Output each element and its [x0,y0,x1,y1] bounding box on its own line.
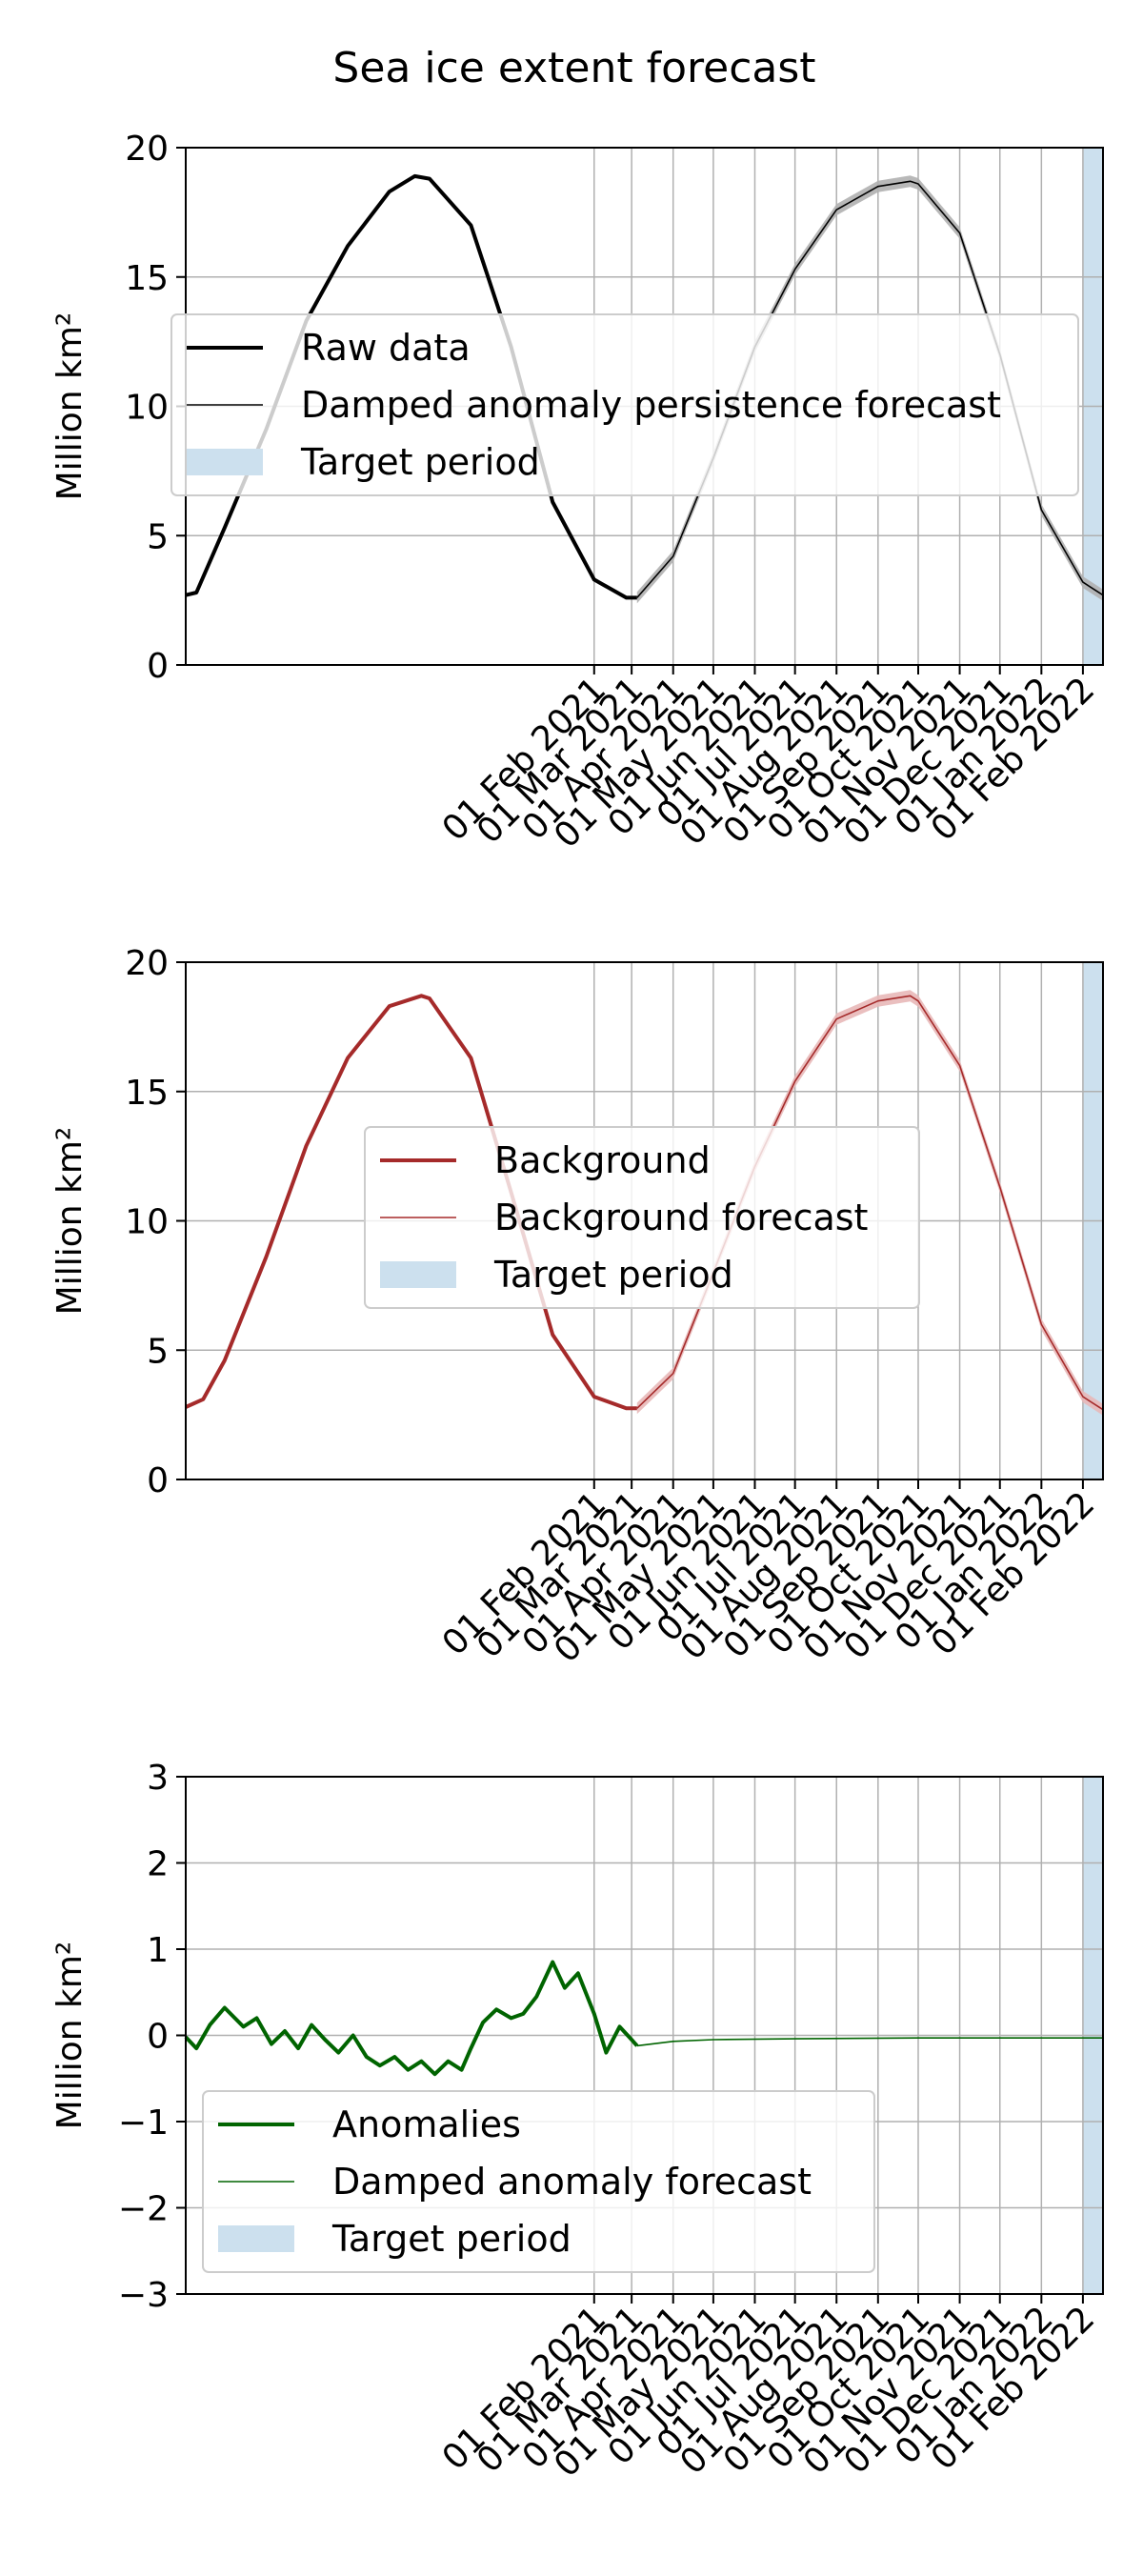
observed-line [185,994,637,1411]
legend: Background Background forecast Target peri… [364,1126,920,1309]
legend-entry: Target period [300,441,540,483]
y-tick-label: 0 [147,2018,169,2057]
legend: Anomalies Damped anomaly forecast Target p… [202,2090,875,2273]
figure-title: Sea ice extent forecast [332,44,815,92]
y-axis-label: Million km² [50,312,90,501]
y-tick-label: 15 [125,1074,169,1113]
y-tick-label: 3 [147,1759,169,1798]
y-tick-label: 10 [125,389,169,428]
legend-swatch-target [380,1261,456,1288]
legend-swatch-target [187,449,263,475]
y-tick-label: 20 [125,130,169,169]
y-tick-label: 15 [125,259,169,298]
forecast-line [636,2037,1103,2047]
legend-frame [364,1126,920,1309]
legend-swatch-target [218,2225,294,2252]
y-tick-label: −1 [118,2103,169,2143]
legend-entry: Anomalies [332,2103,521,2145]
y-tick-label: 0 [147,1461,169,1500]
y-axis-label: Million km² [50,1127,90,1316]
y-axis-label: Million km² [50,1942,90,2130]
legend-entry: Target period [331,2218,572,2260]
y-tick-label: 5 [147,517,169,556]
y-tick-label: 1 [147,1931,169,1970]
legend-frame [202,2090,875,2273]
legend-entry: Damped anomaly forecast [332,2161,812,2203]
y-tick-label: 5 [147,1332,169,1371]
observed-line [184,1960,639,2077]
legend: Raw data Damped anomaly persistence forec… [170,313,1079,496]
legend-entry: Raw data [301,327,471,369]
y-tick-label: 20 [125,944,169,983]
y-tick-label: −2 [118,2190,169,2229]
legend-entry: Damped anomaly persistence forecast [301,384,1001,426]
legend-entry: Background forecast [494,1197,868,1238]
y-tick-label: 0 [147,647,169,686]
legend-frame [170,313,1079,496]
y-tick-label: 2 [147,1845,169,1884]
y-tick-label: −3 [118,2276,169,2315]
legend-entry: Background [494,1139,711,1181]
y-tick-label: 10 [125,1203,169,1242]
legend-entry: Target period [493,1254,733,1296]
